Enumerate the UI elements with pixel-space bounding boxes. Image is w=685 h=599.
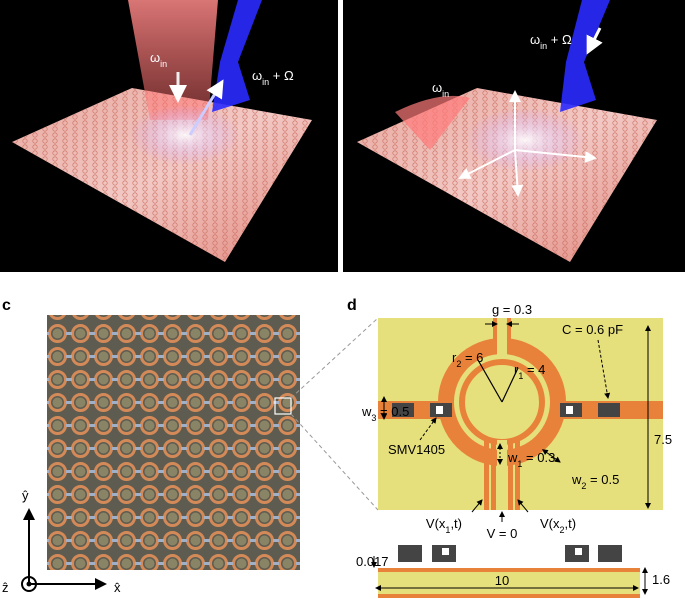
annotation: w2 = 0.5 [571, 472, 619, 491]
annotation: 10 [495, 573, 509, 588]
panel-d-art [371, 318, 663, 598]
annotation: V(x2,t) [540, 516, 576, 535]
annotation-part: r [452, 350, 457, 365]
annotation-part: 2 [456, 359, 461, 369]
panel-label: b [347, 2, 357, 19]
annotation-part: 1 [518, 371, 523, 381]
annotation-part: 2 [581, 481, 586, 491]
annotation-part: in [442, 89, 449, 99]
annotation-part: = 6 [461, 350, 483, 365]
annotation-part: ω [252, 68, 262, 83]
annotation-part: ω [530, 32, 540, 47]
annotation-part: C = 0.6 pF [562, 322, 623, 337]
annotation: w1 = 0.3 [507, 450, 555, 469]
annotation-part: r [514, 362, 519, 377]
annotation-part: ,t) [565, 516, 577, 531]
annotation: ωin [150, 50, 167, 69]
annotation-part: ,t) [450, 516, 462, 531]
annotation-part: + Ω [269, 68, 294, 83]
annotation-part: V(x [540, 516, 560, 531]
annotation-part: 3 [371, 413, 376, 423]
panel-label: c [2, 297, 11, 314]
annotation-part: 0.017 [356, 554, 389, 569]
annotation-part: = 0.5 [586, 472, 619, 487]
annotation-part: w [361, 404, 372, 419]
annotation-part: in [540, 41, 547, 51]
annotation-part: = 0.5 [376, 404, 409, 419]
annotation-part: 7.5 [654, 432, 672, 447]
annotation: ωin + Ω [252, 68, 294, 87]
annotation: V(x1,t) [426, 516, 462, 535]
annotation-part: V = 0 [487, 526, 518, 541]
annotation-part: 1 [517, 459, 522, 469]
annotation-part: ω [432, 80, 442, 95]
annotation-part: V(x [426, 516, 446, 531]
annotation: g = 0.3 [492, 302, 532, 317]
annotation: 0.017 [356, 554, 389, 569]
panel-label: d [347, 297, 357, 314]
annotation: ωin [432, 80, 449, 99]
annotation-part: + Ω [547, 32, 572, 47]
annotation: 7.5 [654, 432, 672, 447]
annotation-part: 10 [495, 573, 509, 588]
annotation-part: w [507, 450, 518, 465]
panel-b-art [343, 0, 685, 272]
annotation-part: = 0.3 [522, 450, 555, 465]
annotation-part: 1 [445, 525, 450, 535]
annotation: ωin + Ω [530, 32, 572, 51]
annotation: V = 0 [487, 526, 518, 541]
panel-label: a [2, 2, 11, 19]
annotation: r1 = 4 [514, 362, 545, 381]
annotation-part: in [160, 59, 167, 69]
panel-c-art [21, 315, 379, 592]
annotation-part: g = 0.3 [492, 302, 532, 317]
annotation: r2 = 6 [452, 350, 483, 369]
annotation: C = 0.6 pF [562, 322, 623, 337]
annotation: w3 = 0.5 [361, 404, 409, 423]
annotation: SMV1405 [388, 442, 445, 457]
annotation-part: ω [150, 50, 160, 65]
annotation-part: 1.6 [652, 572, 670, 587]
axis-label: x̂ [114, 580, 121, 595]
annotation-part: = 4 [523, 362, 545, 377]
axis-label: ẑ [2, 580, 9, 595]
axis-label: ŷ [22, 488, 29, 503]
annotation-part: SMV1405 [388, 442, 445, 457]
annotation: 1.6 [652, 572, 670, 587]
panel-a-art [0, 0, 338, 272]
annotation-part: w [571, 472, 582, 487]
annotation-part: in [262, 77, 269, 87]
annotation-part: 2 [560, 525, 565, 535]
